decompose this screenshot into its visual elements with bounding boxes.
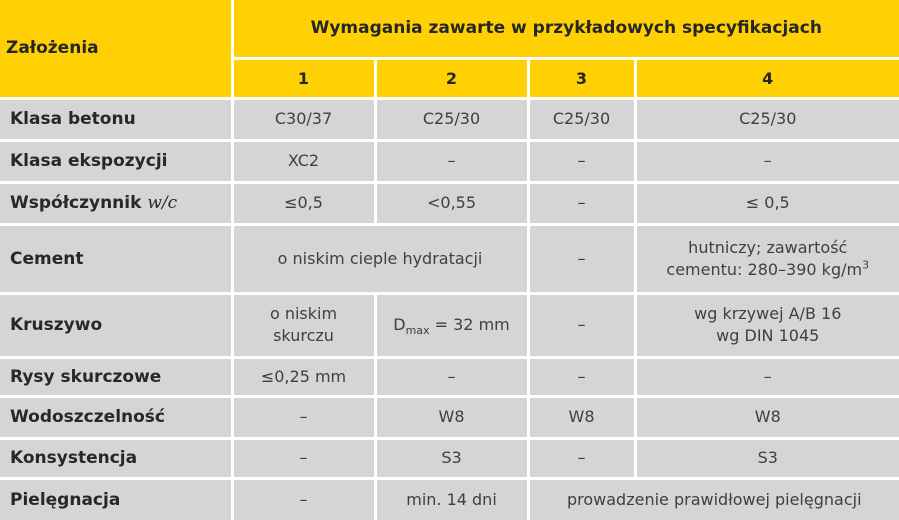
column-header-spec3: 3 [526, 56, 637, 100]
row-label-klasa-betonu: Klasa betonu [0, 96, 234, 142]
kruszywo-spec4-line2: wg DIN 1045 [716, 326, 820, 345]
wc-ratio-symbol: w/c [147, 193, 178, 213]
cell-wodoszczelnosc-spec3: W8 [526, 394, 637, 440]
dmax-value: = 32 mm [429, 315, 510, 335]
cell-kruszywo-spec3: – [526, 291, 637, 359]
row-klasa-ekspozycji: Klasa ekspozycji XC2 – – – [0, 138, 899, 184]
cell-klasa-betonu-spec2: C25/30 [373, 96, 530, 142]
cell-pielegnacja-spec1: – [230, 476, 377, 520]
cell-klasa-betonu-spec4: C25/30 [633, 96, 899, 142]
cement-spec4-line1: hutniczy; zawartość [688, 237, 848, 257]
cell-pielegnacja-spec2: min. 14 dni [373, 476, 530, 520]
row-wodoszczelnosc: Wodoszczelność – W8 W8 W8 [0, 394, 899, 440]
cell-kruszywo-spec4: wg krzywej A/B 16 wg DIN 1045 [633, 291, 899, 359]
cell-cement-spec3: – [526, 222, 637, 295]
table-body: Klasa betonu C30/37 C25/30 C25/30 C25/30… [0, 96, 899, 520]
row-label-wspolczynnik-wc: Współczynnik w/c [0, 180, 234, 226]
header-row-main: Założenia Wymagania zawarte w przykładow… [0, 0, 899, 100]
row-label-rysy-skurczowe: Rysy skurczowe [0, 355, 234, 398]
row-label-konsystencja: Konsystencja [0, 436, 234, 480]
cell-wspolczynnik-spec4: ≤ 0,5 [633, 180, 899, 226]
cell-klasa-ekspozycji-spec2: – [373, 138, 530, 184]
cell-wodoszczelnosc-spec2: W8 [373, 394, 530, 440]
row-wspolczynnik-wc: Współczynnik w/c ≤0,5 <0,55 – ≤ 0,5 [0, 180, 899, 226]
cell-konsystencja-spec2: S3 [373, 436, 530, 480]
row-rysy-skurczowe: Rysy skurczowe ≤0,25 mm – – – [0, 355, 899, 398]
cell-wodoszczelnosc-spec1: – [230, 394, 377, 440]
column-header-spec4: 4 [633, 56, 899, 100]
cell-wspolczynnik-spec3: – [526, 180, 637, 226]
row-label-cement: Cement [0, 222, 234, 295]
row-label-pielegnacja: Pielęgnacja [0, 476, 234, 520]
corner-header-zalozenia: Założenia [0, 0, 234, 100]
cell-konsystencja-spec1: – [230, 436, 377, 480]
cell-wspolczynnik-spec2: <0,55 [373, 180, 530, 226]
cell-rysy-spec1: ≤0,25 mm [230, 355, 377, 398]
row-klasa-betonu: Klasa betonu C30/37 C25/30 C25/30 C25/30 [0, 96, 899, 142]
cement-spec4-line2: cementu: 280–390 kg/m [666, 259, 863, 279]
cell-cement-spec4: hutniczy; zawartość cementu: 280–390 kg/m… [633, 222, 899, 295]
cell-pielegnacja-spec3-4: prowadzenie prawidłowej pielęgnacji [526, 476, 899, 520]
cell-klasa-betonu-spec1: C30/37 [230, 96, 377, 142]
column-header-spec1: 1 [230, 56, 377, 100]
header-row-columns: 1 2 3 4 [0, 56, 899, 100]
row-konsystencja: Konsystencja – S3 – S3 [0, 436, 899, 480]
cell-klasa-ekspozycji-spec1: XC2 [230, 138, 377, 184]
cell-rysy-spec2: – [373, 355, 530, 398]
cell-klasa-betonu-spec3: C25/30 [526, 96, 637, 142]
kruszywo-spec4-line1: wg krzywej A/B 16 [694, 304, 842, 324]
group-header-wymagania: Wymagania zawarte w przykładowych specyf… [230, 0, 899, 60]
cement-spec4-superscript: 3 [862, 258, 870, 272]
dmax-symbol: D [393, 315, 406, 335]
column-header-spec2: 2 [373, 56, 530, 100]
table-header: Założenia Wymagania zawarte w przykładow… [0, 0, 899, 100]
kruszywo-spec1-line1: o niskim [269, 304, 338, 324]
cell-rysy-spec4: – [633, 355, 899, 398]
wspolczynnik-label-text: Współczynnik [10, 193, 142, 213]
cell-wspolczynnik-spec1: ≤0,5 [230, 180, 377, 226]
cell-wodoszczelnosc-spec4: W8 [633, 394, 899, 440]
cell-klasa-ekspozycji-spec3: – [526, 138, 637, 184]
row-cement: Cement o niskim cieple hydratacji – hutn… [0, 222, 899, 295]
row-label-wodoszczelnosc: Wodoszczelność [0, 394, 234, 440]
cell-kruszywo-spec2: Dmax = 32 mm [373, 291, 530, 359]
cell-konsystencja-spec4: S3 [633, 436, 899, 480]
cell-kruszywo-spec1: o niskim skurczu [230, 291, 377, 359]
row-kruszywo: Kruszywo o niskim skurczu Dmax = 32 mm – … [0, 291, 899, 359]
cell-konsystencja-spec3: – [526, 436, 637, 480]
cell-rysy-spec3: – [526, 355, 637, 398]
dmax-subscript: max [405, 324, 430, 338]
row-label-kruszywo: Kruszywo [0, 291, 234, 359]
row-pielegnacja: Pielęgnacja – min. 14 dni prowadzenie pr… [0, 476, 899, 520]
cell-cement-spec1-2: o niskim cieple hydratacji [230, 222, 530, 295]
cell-klasa-ekspozycji-spec4: – [633, 138, 899, 184]
row-label-klasa-ekspozycji: Klasa ekspozycji [0, 138, 234, 184]
kruszywo-spec1-line2: skurczu [273, 326, 334, 345]
